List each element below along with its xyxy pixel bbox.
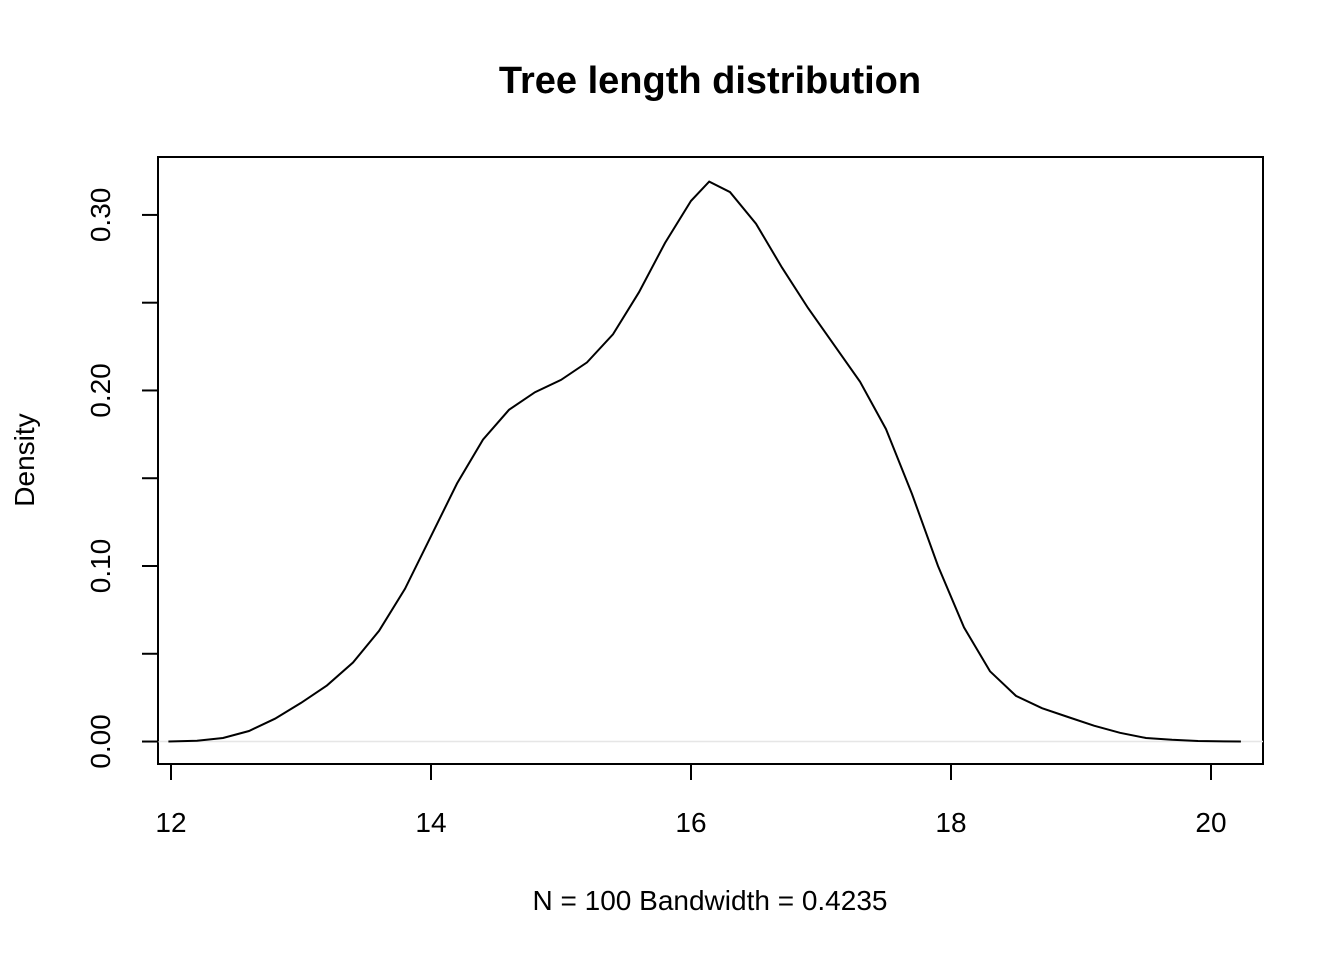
x-tick-label: 20 [1195, 807, 1226, 838]
y-tick-label: 0.10 [85, 539, 116, 594]
x-axis: 12 14 16 18 20 [155, 763, 1227, 838]
y-tick-label: 0.20 [85, 363, 116, 418]
x-tick-label: 12 [155, 807, 186, 838]
x-axis-label: N = 100 Bandwidth = 0.4235 [533, 885, 888, 916]
plot-frame [157, 156, 1264, 765]
x-tick-label: 16 [675, 807, 706, 838]
y-tick-label: 0.00 [85, 714, 116, 769]
y-axis-label: Density [9, 413, 40, 506]
chart-title: Tree length distribution [499, 60, 921, 102]
x-tick-label: 18 [935, 807, 966, 838]
y-tick-label: 0.30 [85, 188, 116, 243]
x-tick-label: 14 [415, 807, 446, 838]
density-curve [168, 180, 1241, 743]
y-axis: 0.00 0.10 0.20 0.30 [85, 188, 159, 769]
